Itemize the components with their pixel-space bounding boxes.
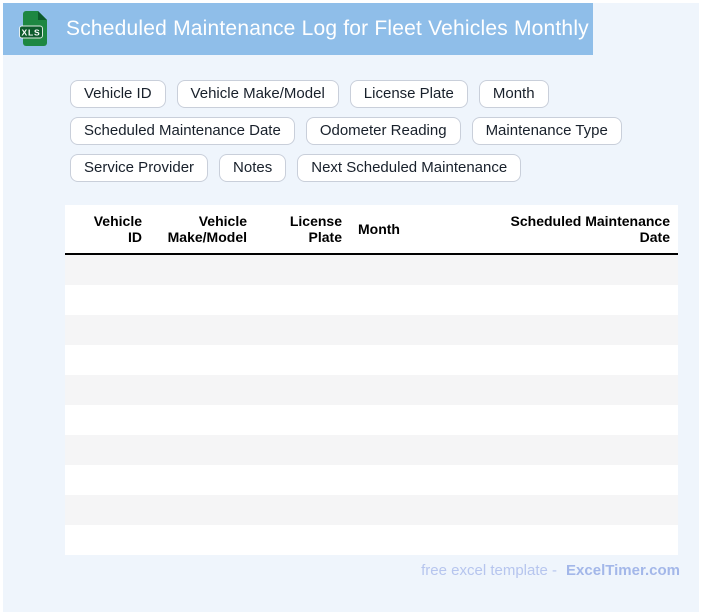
field-chip: Maintenance Type <box>471 117 622 145</box>
field-chip-list: Vehicle ID Vehicle Make/Model License Plat… <box>70 80 630 182</box>
table-cell <box>408 315 678 345</box>
table-cell <box>255 315 350 345</box>
table-cell <box>150 254 255 285</box>
table-cell <box>65 375 150 405</box>
table-cell <box>408 254 678 285</box>
table-cell <box>350 495 408 525</box>
table-cell <box>150 495 255 525</box>
table-cell <box>350 315 408 345</box>
table-cell <box>350 375 408 405</box>
table-row <box>65 465 678 495</box>
brand-link[interactable]: ExcelTimer.com <box>566 562 680 579</box>
table-cell <box>65 315 150 345</box>
field-chip: Next Scheduled Maintenance <box>297 154 522 182</box>
footer: free excel template - ExcelTimer.com <box>421 562 680 579</box>
table-cell <box>350 345 408 375</box>
file-badge-shape <box>19 25 43 39</box>
table-cell <box>408 405 678 435</box>
table-row <box>65 345 678 375</box>
table-cell <box>65 435 150 465</box>
table-cell <box>350 435 408 465</box>
table-cell <box>150 405 255 435</box>
file-badge-label: XLS <box>22 28 41 38</box>
table-row <box>65 375 678 405</box>
table-cell <box>150 285 255 315</box>
table-cell <box>408 495 678 525</box>
field-chip: Scheduled Maintenance Date <box>70 117 295 145</box>
table-cell <box>65 285 150 315</box>
table-cell <box>65 254 150 285</box>
footer-text: free excel template - <box>421 562 558 579</box>
field-chip: Service Provider <box>70 154 209 182</box>
table-cell <box>150 345 255 375</box>
field-chip: Vehicle ID <box>70 80 166 108</box>
table-row <box>65 525 678 555</box>
table-row <box>65 254 678 285</box>
table-header-row: Vehicle ID Vehicle Make/Model License Plat… <box>65 205 678 255</box>
field-chip: Odometer Reading <box>305 117 461 145</box>
table-cell <box>350 525 408 555</box>
table-cell <box>350 465 408 495</box>
title-bar: XLS Scheduled Maintenance Log for Fleet … <box>3 3 593 55</box>
table-cell <box>255 495 350 525</box>
table-row <box>65 495 678 525</box>
table-header-row: Vehicle ID Vehicle Make/Model License Plat… <box>65 205 678 255</box>
field-chip: Vehicle Make/Model <box>176 80 339 108</box>
table-cell <box>350 285 408 315</box>
field-chip: Month <box>478 80 549 108</box>
file-fold-shape <box>38 11 47 20</box>
table-cell <box>255 375 350 405</box>
table-cell <box>255 525 350 555</box>
table-cell <box>65 465 150 495</box>
table-cell <box>150 465 255 495</box>
table-cell <box>408 285 678 315</box>
column-header: Scheduled Maintenance Date <box>408 205 678 255</box>
table-cell <box>150 435 255 465</box>
table-cell <box>255 435 350 465</box>
field-chip: Notes <box>219 154 287 182</box>
table-cell <box>408 525 678 555</box>
table-cell <box>65 525 150 555</box>
field-chip: License Plate <box>349 80 468 108</box>
table-cell <box>150 315 255 345</box>
table-cell <box>408 465 678 495</box>
table-row <box>65 285 678 315</box>
table-cell <box>255 254 350 285</box>
page-background: XLS Scheduled Maintenance Log for Fleet … <box>3 3 699 612</box>
table-cell <box>350 405 408 435</box>
table-cell <box>65 405 150 435</box>
table-cell <box>150 375 255 405</box>
column-header: Vehicle Make/Model <box>150 205 255 255</box>
table-row <box>65 435 678 465</box>
table-cell <box>408 375 678 405</box>
table-cell <box>65 345 150 375</box>
column-header: Vehicle ID <box>65 205 150 255</box>
table-cell <box>255 465 350 495</box>
page-title: Scheduled Maintenance Log for Fleet Vehi… <box>66 17 589 40</box>
table-cell <box>350 254 408 285</box>
table-cell <box>255 405 350 435</box>
table-row <box>65 405 678 435</box>
table-body <box>65 254 678 555</box>
table-cell <box>255 285 350 315</box>
column-header: Month <box>350 205 408 255</box>
column-header: License Plate <box>255 205 350 255</box>
table-cell <box>408 435 678 465</box>
table-cell <box>65 495 150 525</box>
maintenance-log-table: Vehicle ID Vehicle Make/Model License Plat… <box>65 205 678 555</box>
table-cell <box>408 345 678 375</box>
table-cell <box>150 525 255 555</box>
table-cell <box>255 345 350 375</box>
xls-file-icon: XLS <box>19 11 47 46</box>
table-row <box>65 315 678 345</box>
